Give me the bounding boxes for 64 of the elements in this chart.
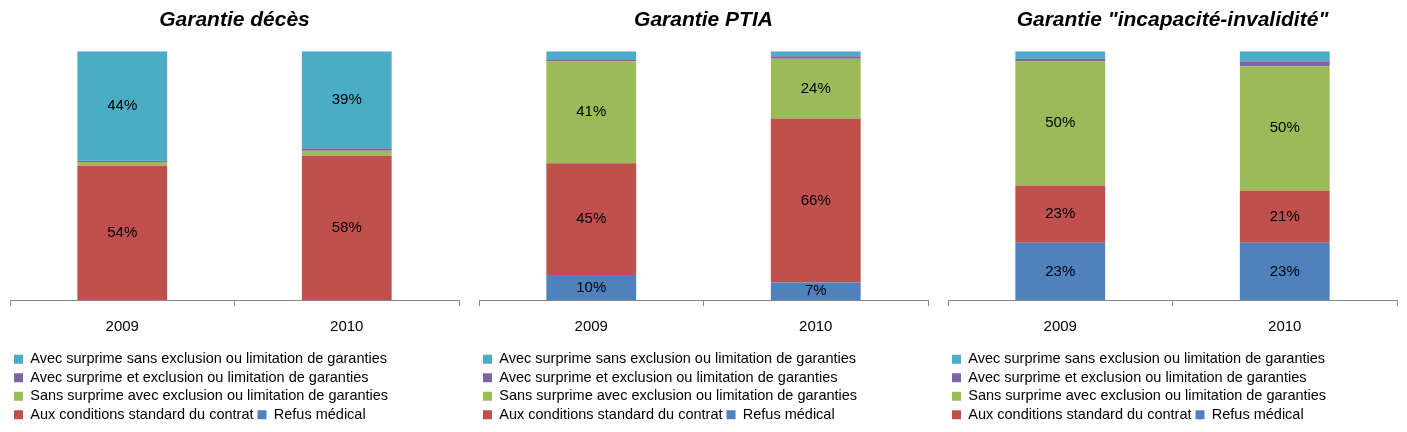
bar [301, 148, 392, 151]
data-label: 44% [107, 96, 138, 114]
legend-label: Aux conditions standard du contrat [968, 405, 1192, 422]
data-label: 7% [804, 281, 827, 299]
data-label: 24% [800, 78, 831, 96]
bar [546, 275, 637, 300]
bar [1015, 185, 1106, 243]
x-tick-label: 2010 [1268, 317, 1302, 335]
data-label: 23% [1045, 261, 1076, 279]
chart-title: Garantie décès [159, 7, 310, 31]
legend-label: Refus médical [273, 405, 366, 422]
bar [1239, 51, 1330, 62]
bar [770, 118, 861, 283]
x-tick-label: 2010 [799, 317, 833, 335]
bar [77, 161, 168, 166]
bar [1239, 61, 1330, 67]
legend-label: Avec surprime et exclusion ou limitation de garanties [30, 368, 369, 385]
bar [546, 61, 637, 164]
legend-label: Refus médical [1211, 405, 1304, 422]
data-label: 54% [107, 222, 138, 240]
bar [770, 58, 861, 119]
chart-title: Garantie PTIA [634, 7, 773, 31]
data-label: 10% [576, 277, 607, 295]
legend-label: Sans surprime avec exclusion ou limitation de garanties [968, 387, 1327, 404]
bar [770, 282, 861, 300]
legend-label: Avec surprime sans exclusion ou limitation de garanties [30, 350, 388, 367]
data-label: 58% [331, 217, 362, 235]
legend-label: Avec surprime sans exclusion ou limitation de garanties [968, 350, 1326, 367]
data-label: 41% [576, 102, 607, 120]
legend-label: Aux conditions standard du contrat [30, 405, 254, 422]
bar [1239, 242, 1330, 300]
legend-label: Refus médical [742, 405, 835, 422]
legend-label: Aux conditions standard du contrat [499, 405, 723, 422]
bar [1015, 61, 1106, 186]
data-label: 66% [800, 190, 831, 208]
bar [1239, 190, 1330, 243]
data-label: 50% [1045, 113, 1076, 131]
data-label: 21% [1269, 206, 1300, 224]
data-label: 39% [331, 89, 362, 107]
bar [1015, 51, 1106, 59]
legend-label: Sans surprime avec exclusion ou limitation de garanties [499, 387, 858, 404]
bar [546, 51, 637, 60]
data-label: 23% [1045, 204, 1076, 222]
bar [301, 150, 392, 156]
bar [546, 163, 637, 276]
legend-label: Avec surprime sans exclusion ou limitation de garanties [499, 350, 857, 367]
bar [1239, 66, 1330, 191]
data-label: 23% [1269, 261, 1300, 279]
bar [770, 56, 861, 59]
bar [301, 155, 392, 300]
bar [77, 165, 168, 300]
data-label: 50% [1269, 118, 1300, 136]
x-tick-label: 2010 [330, 317, 364, 335]
bar [77, 51, 168, 161]
legend-label: Sans surprime avec exclusion ou limitation de garanties [30, 387, 389, 404]
bar [301, 51, 392, 149]
chart-title: Garantie "incapacité-invalidité" [1016, 7, 1330, 31]
data-label: 45% [576, 209, 607, 227]
legend-label: Avec surprime et exclusion ou limitation de garanties [968, 368, 1307, 385]
x-tick-label: 2009 [574, 317, 608, 335]
x-tick-label: 2009 [105, 317, 139, 335]
x-tick-label: 2009 [1043, 317, 1077, 335]
bar [1015, 242, 1106, 300]
legend-label: Avec surprime et exclusion ou limitation de garanties [499, 368, 838, 385]
